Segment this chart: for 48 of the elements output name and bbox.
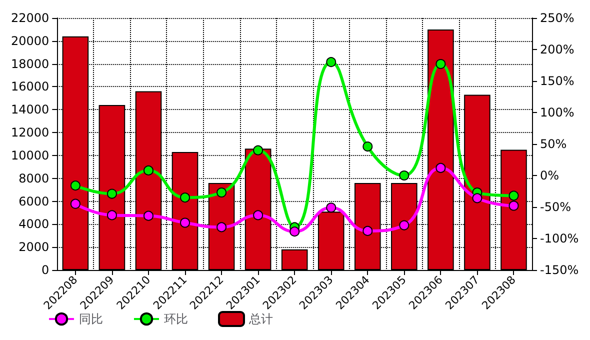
y-tick-label: 22000: [10, 11, 50, 25]
y2-tick-label: 50%: [540, 137, 567, 151]
y2-tick-label: 250%: [540, 11, 574, 25]
y2-tick-label: -100%: [540, 232, 579, 246]
point: [399, 170, 410, 180]
y-tick-label: 18000: [10, 56, 50, 71]
point: [326, 202, 336, 213]
point: [70, 180, 80, 191]
point: [143, 210, 154, 221]
point: [106, 210, 117, 220]
y-tick-label: 8000: [18, 171, 50, 186]
point: [253, 145, 264, 156]
y-tick-label: 16000: [10, 80, 50, 94]
y-tick-label: 10000: [10, 148, 50, 162]
point: [180, 192, 190, 203]
point: [508, 200, 519, 211]
legend-label: 同比: [79, 312, 103, 326]
point: [362, 226, 373, 236]
y2-tick-label: -150%: [540, 263, 579, 277]
point: [143, 165, 154, 176]
y-tick-label: 0: [42, 263, 50, 277]
point: [436, 162, 446, 173]
point: [508, 190, 519, 201]
legend-label: 环比: [164, 312, 188, 326]
point: [436, 58, 446, 69]
y2-tick-label: 150%: [540, 74, 574, 88]
point: [326, 57, 336, 68]
point: [216, 188, 227, 198]
y2-tick-label: 0%: [540, 168, 560, 182]
y2-tick-label: 100%: [540, 106, 574, 120]
y-tick-label: 12000: [10, 126, 50, 140]
point: [106, 188, 117, 199]
y-tick-label: 2000: [18, 240, 50, 254]
legend-label: 总计: [248, 312, 273, 326]
y-tick-label: 4000: [18, 217, 50, 232]
point: [399, 220, 410, 230]
point: [216, 222, 227, 232]
y-tick-label: 14000: [10, 102, 50, 117]
y-tick-label: 6000: [18, 194, 50, 208]
point: [362, 142, 373, 152]
y2-tick-label: 200%: [540, 42, 574, 56]
point: [180, 218, 190, 228]
point: [290, 226, 300, 237]
point: [253, 210, 264, 220]
y2-tick-label: -50%: [540, 200, 572, 214]
point: [472, 193, 482, 204]
point: [70, 198, 80, 209]
y-tick-label: 20000: [10, 34, 50, 48]
